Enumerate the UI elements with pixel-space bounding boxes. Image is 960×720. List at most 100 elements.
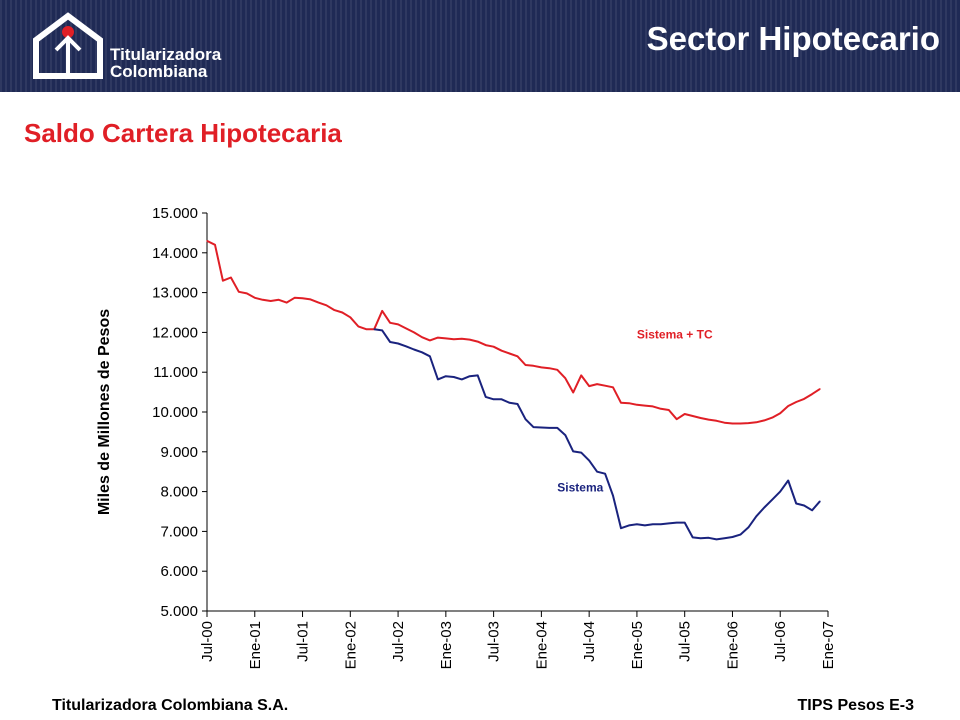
data-point-1 xyxy=(668,522,670,525)
data-point-0 xyxy=(819,388,821,390)
data-point-1 xyxy=(532,426,535,428)
data-point-1 xyxy=(540,426,543,429)
x-tick-label: Jul-02 xyxy=(390,621,407,662)
data-point-0 xyxy=(644,405,646,407)
data-point-0 xyxy=(660,408,662,410)
data-point-1 xyxy=(421,351,423,353)
series-label-1: Sistema xyxy=(557,481,603,495)
y-tick-label: 9.000 xyxy=(160,444,198,461)
data-point-1 xyxy=(795,502,797,505)
y-axis-title: Miles de Millones de Pesos xyxy=(96,309,113,515)
page-title: Saldo Cartera Hipotecaria xyxy=(24,118,342,148)
data-point-0 xyxy=(421,336,423,338)
data-point-0 xyxy=(747,422,750,424)
data-point-1 xyxy=(477,374,479,376)
data-point-0 xyxy=(540,366,543,368)
y-tick-label: 12.000 xyxy=(152,324,198,341)
data-point-1 xyxy=(700,537,702,539)
x-tick-label: Ene-03 xyxy=(438,621,455,669)
data-point-0 xyxy=(715,420,718,422)
series-line-0 xyxy=(206,240,821,425)
data-point-0 xyxy=(620,402,622,404)
data-point-0 xyxy=(739,422,742,425)
data-point-0 xyxy=(604,385,606,387)
data-point-1 xyxy=(572,450,574,452)
data-point-1 xyxy=(381,329,383,331)
data-point-1 xyxy=(660,523,662,525)
data-point-0 xyxy=(262,299,264,301)
data-point-0 xyxy=(286,302,288,304)
x-tick-label: Jul-03 xyxy=(486,621,503,662)
data-point-0 xyxy=(755,421,757,423)
data-point-0 xyxy=(381,310,383,312)
data-point-1 xyxy=(469,375,471,377)
data-point-1 xyxy=(413,348,415,351)
data-point-0 xyxy=(548,367,550,369)
data-point-1 xyxy=(723,537,726,539)
data-point-1 xyxy=(739,534,742,536)
data-point-1 xyxy=(596,471,598,473)
data-point-0 xyxy=(437,337,439,339)
x-tick-label: Jul-04 xyxy=(581,621,598,662)
data-point-0 xyxy=(580,374,582,376)
x-tick-label: Ene-06 xyxy=(724,621,741,669)
data-point-1 xyxy=(524,418,527,420)
x-tick-label: Jul-00 xyxy=(199,621,216,662)
data-point-1 xyxy=(501,398,503,400)
data-point-0 xyxy=(501,350,503,352)
data-point-0 xyxy=(365,328,367,330)
data-point-0 xyxy=(676,418,678,420)
data-point-0 xyxy=(708,419,710,421)
data-point-0 xyxy=(405,327,407,329)
data-point-1 xyxy=(453,376,455,378)
data-point-1 xyxy=(803,504,805,507)
header-title: Sector Hipotecario xyxy=(646,20,940,57)
x-tick-label: Ene-02 xyxy=(342,621,359,669)
data-point-0 xyxy=(278,299,280,301)
data-point-0 xyxy=(811,393,813,395)
x-tick-label: Jul-05 xyxy=(677,621,694,662)
data-point-0 xyxy=(206,240,208,242)
logo-wordmark: Titularizadora Colombiana xyxy=(110,46,221,80)
data-point-0 xyxy=(477,341,479,343)
logo-line-2: Colombiana xyxy=(110,62,208,81)
data-point-1 xyxy=(779,491,781,493)
data-point-1 xyxy=(692,536,694,539)
data-point-1 xyxy=(620,527,622,529)
data-point-1 xyxy=(644,524,646,527)
y-tick-label: 8.000 xyxy=(160,484,198,501)
y-tick-label: 14.000 xyxy=(152,245,198,262)
y-tick-label: 15.000 xyxy=(152,205,198,222)
data-point-0 xyxy=(254,297,256,299)
data-point-1 xyxy=(652,523,654,525)
data-point-1 xyxy=(731,536,734,538)
data-point-1 xyxy=(564,434,566,436)
data-point-0 xyxy=(238,291,240,293)
data-point-0 xyxy=(556,369,558,371)
data-point-0 xyxy=(779,412,781,414)
data-point-1 xyxy=(461,378,463,380)
data-point-0 xyxy=(572,391,574,394)
house-logo-icon xyxy=(33,12,103,79)
data-point-0 xyxy=(230,276,232,279)
footer-slide-id: TIPS Pesos E-3 xyxy=(797,697,915,714)
y-tick-label: 7.000 xyxy=(160,523,198,540)
data-point-1 xyxy=(708,537,710,539)
data-point-1 xyxy=(445,375,447,377)
logo-line-1: Titularizadora xyxy=(110,45,222,64)
data-point-0 xyxy=(516,355,519,357)
data-point-0 xyxy=(692,415,694,417)
data-point-0 xyxy=(596,383,598,385)
data-point-1 xyxy=(405,345,407,347)
data-point-0 xyxy=(357,325,359,327)
x-tick-label: Ene-01 xyxy=(247,621,264,669)
data-point-1 xyxy=(389,341,391,343)
x-tick-label: Jul-01 xyxy=(295,621,312,662)
data-point-0 xyxy=(493,346,495,348)
header-texture xyxy=(0,0,960,92)
data-point-1 xyxy=(580,452,582,454)
data-point-0 xyxy=(508,352,511,355)
data-point-1 xyxy=(604,473,606,475)
data-point-0 xyxy=(668,409,670,411)
data-point-0 xyxy=(763,419,765,421)
